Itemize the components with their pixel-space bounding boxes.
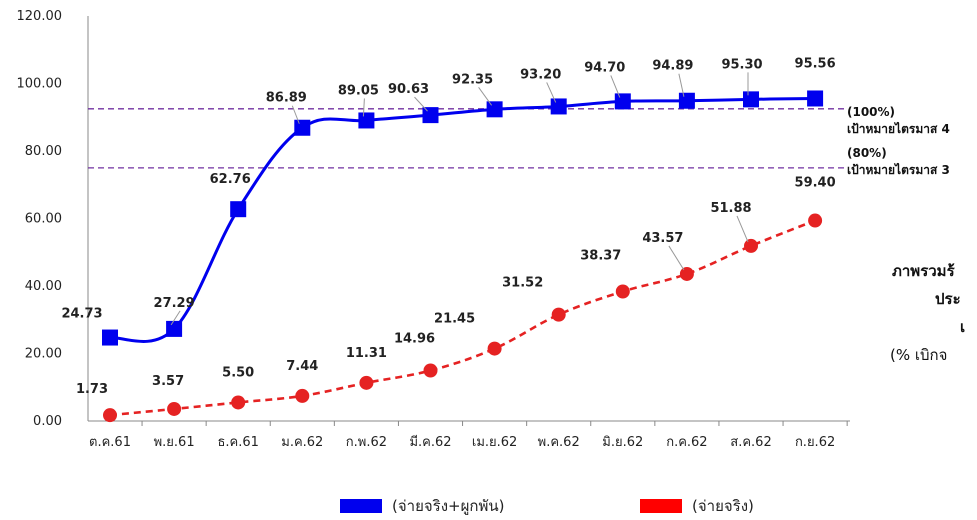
- x-tick-label: เม.ย.62: [472, 435, 517, 450]
- x-tick-label: ก.พ.62: [346, 435, 387, 450]
- side-text-line1: ภาพรวมร้: [892, 262, 956, 280]
- label-leader-line: [414, 96, 428, 112]
- data-point-actual: [744, 238, 758, 253]
- legend-swatch-actual: [640, 499, 682, 513]
- data-point-actual: [487, 341, 502, 356]
- data-label: 3.57: [152, 374, 184, 389]
- data-label: 24.73: [61, 307, 102, 322]
- y-tick-label: 60.00: [25, 212, 62, 227]
- x-tick-label: มิ.ย.62: [602, 435, 643, 450]
- y-tick-label: 120.00: [17, 9, 63, 24]
- x-tick-label: พ.ย.61: [154, 435, 195, 450]
- x-tick-label: ก.ค.62: [666, 435, 707, 450]
- data-label: 89.05: [338, 83, 379, 98]
- data-point-actual: [679, 266, 694, 281]
- data-point-committed: [678, 92, 695, 109]
- data-point-actual: [231, 395, 246, 410]
- legend-item-actual: (จ่ายจริง): [640, 497, 754, 515]
- side-text-line3: เ: [960, 318, 965, 336]
- data-point-actual: [551, 307, 566, 322]
- data-point-actual: [423, 363, 438, 378]
- data-labels: 24.73 27.29 62.76 86.89 89.05 90.63 92.35 93.20…: [61, 56, 835, 397]
- y-tick-label: 80.00: [25, 144, 62, 159]
- series-line-committed: [109, 96, 816, 343]
- data-label: 95.56: [795, 56, 836, 71]
- data-label: 38.37: [580, 249, 621, 264]
- side-text-line2: ประ: [935, 290, 961, 308]
- x-tick-label: ม.ค.62: [281, 435, 323, 450]
- label-leader-line: [478, 87, 493, 106]
- y-tick-label: 0.00: [33, 414, 62, 429]
- y-tick-label: 100.00: [17, 77, 63, 92]
- label-leader-line: [170, 310, 181, 326]
- x-tick-label: พ.ค.62: [538, 435, 580, 450]
- data-point-actual: [295, 388, 310, 403]
- data-point-committed: [550, 98, 567, 115]
- data-point-committed: [614, 93, 631, 110]
- data-label: 21.45: [434, 312, 475, 327]
- target-lines: (100%) เป้าหมายไตรมาส 4 (80%) เป้าหมายไตรมา…: [88, 105, 950, 177]
- legend-label-actual: (จ่ายจริง): [692, 497, 754, 515]
- data-point-committed: [743, 91, 759, 108]
- label-leader-line: [610, 75, 621, 98]
- data-label: 1.73: [76, 382, 108, 397]
- data-label: 94.89: [652, 59, 693, 74]
- target-label-percent: (100%): [847, 105, 895, 119]
- data-label: 86.89: [266, 91, 307, 106]
- label-leader-line: [678, 73, 685, 97]
- y-tick-label: 20.00: [25, 347, 62, 362]
- chart-axes: 0.00 20.00 40.00 60.00 80.00 100.00 120.00 ต.ค.…: [17, 9, 850, 450]
- label-leader-line: [736, 215, 749, 243]
- label-leader-line: [546, 82, 557, 103]
- data-point-committed: [807, 90, 824, 107]
- data-label: 59.40: [795, 176, 836, 191]
- data-label: 51.88: [710, 201, 751, 216]
- label-leader-line: [362, 98, 365, 117]
- data-label: 11.31: [346, 346, 387, 361]
- data-label: 5.50: [222, 365, 254, 380]
- data-label: 14.96: [394, 332, 435, 347]
- data-point-actual: [615, 284, 630, 299]
- data-point-actual: [103, 408, 117, 423]
- label-leader-line: [291, 105, 300, 124]
- target-label-percent: (80%): [847, 146, 887, 160]
- data-label: 92.35: [452, 72, 493, 87]
- data-point-committed: [486, 101, 503, 118]
- data-point-committed: [102, 329, 118, 346]
- label-leader-line: [668, 245, 685, 271]
- data-point-committed: [422, 107, 439, 124]
- x-tick-label: ส.ค.62: [730, 435, 771, 450]
- x-tick-label: มี.ค.62: [409, 434, 451, 450]
- data-point-actual: [808, 213, 823, 228]
- data-label: 62.76: [210, 172, 251, 187]
- side-text-line4: (% เบิกจ: [890, 346, 947, 364]
- data-label: 27.29: [154, 296, 195, 311]
- y-tick-label: 40.00: [25, 279, 62, 294]
- target-label-name: เป้าหมายไตรมาส 3: [847, 162, 950, 177]
- x-tick-label: ต.ค.61: [89, 435, 131, 450]
- data-label: 31.52: [502, 276, 543, 291]
- data-label: 93.20: [520, 67, 561, 82]
- legend-item-committed: (จ่ายจริง+ผูกพัน): [340, 497, 504, 515]
- legend-swatch-committed: [340, 499, 382, 513]
- data-point-actual: [167, 401, 182, 416]
- data-point-committed: [358, 112, 375, 129]
- data-label: 7.44: [286, 359, 318, 374]
- data-point-committed: [294, 119, 311, 136]
- data-label: 94.70: [584, 60, 625, 75]
- data-label: 90.63: [388, 82, 429, 97]
- x-tick-label: ก.ย.62: [795, 435, 835, 450]
- legend-label-committed: (จ่ายจริง+ผูกพัน): [392, 497, 505, 515]
- x-tick-label: ธ.ค.61: [217, 435, 258, 450]
- data-point-committed: [230, 201, 247, 218]
- data-point-actual: [359, 375, 374, 390]
- data-label: 43.57: [642, 231, 683, 246]
- chart-series: [102, 90, 824, 423]
- data-label: 95.30: [721, 57, 762, 72]
- data-point-committed: [166, 320, 183, 337]
- target-label-name: เป้าหมายไตรมาส 4: [847, 121, 950, 136]
